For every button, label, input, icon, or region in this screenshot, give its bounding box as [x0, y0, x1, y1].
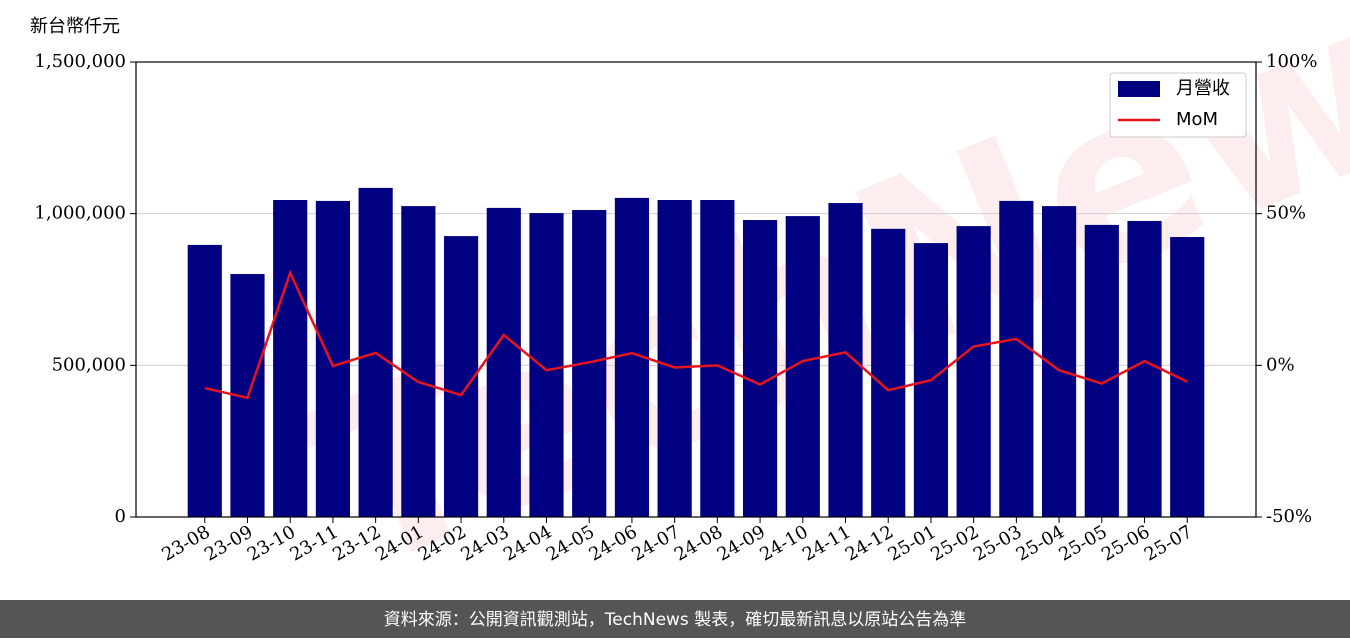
x-tick-label: 25-05 — [1055, 521, 1110, 565]
x-tick-label: 24-11 — [799, 521, 854, 565]
x-tick-label: 23-09 — [201, 521, 256, 565]
x-tick-label: 24-12 — [842, 521, 897, 565]
x-tick-label: 24-09 — [714, 521, 769, 565]
x-tick-label: 24-10 — [756, 521, 811, 565]
legend-swatch — [1118, 81, 1160, 97]
footer: 資料來源：公開資訊觀測站，TechNews 製表，確切最新訊息以原站公告為準 — [384, 610, 966, 630]
bar — [529, 213, 564, 517]
x-tick-label: 23-08 — [158, 521, 213, 565]
bar — [742, 220, 778, 517]
bar — [1127, 220, 1162, 518]
bar — [700, 200, 735, 517]
y2-tick-label: 0% — [1266, 354, 1295, 375]
y-axis-label: 新台幣仟元 — [30, 16, 120, 37]
bar — [187, 244, 222, 517]
y-tick-label: 500,000 — [52, 354, 126, 375]
x-tick-label: 24-08 — [671, 521, 726, 565]
bar — [443, 236, 479, 517]
x-tick-label: 23-11 — [286, 521, 341, 565]
x-tick-label: 23-10 — [244, 521, 299, 565]
x-tick-label: 25-07 — [1141, 521, 1196, 565]
y2-tick-label: 100% — [1266, 51, 1317, 72]
y-tick-label: 1,500,000 — [34, 51, 126, 72]
bar — [828, 203, 863, 518]
x-tick-label: 24-07 — [628, 521, 683, 565]
bar — [273, 200, 308, 517]
bar — [401, 206, 436, 518]
x-tick-label: 25-03 — [970, 521, 1025, 565]
bar — [999, 200, 1034, 517]
x-tick-label: 25-04 — [1013, 521, 1068, 565]
bar — [1084, 224, 1119, 517]
y2-tick-label: -50% — [1266, 506, 1312, 527]
bar — [315, 200, 351, 517]
bar — [871, 228, 906, 518]
footer-bar — [0, 600, 1350, 638]
bar — [956, 226, 991, 517]
mom-line — [204, 269, 1188, 400]
y-tick-label: 0 — [115, 506, 126, 527]
legend-label: 月營收 — [1176, 78, 1230, 99]
plot-frame — [135, 61, 1257, 518]
y-tick-label: 1,000,000 — [34, 203, 126, 224]
bar — [657, 200, 692, 517]
x-tick-label: 25-06 — [1098, 521, 1153, 565]
y2-tick-label: 50% — [1266, 203, 1306, 224]
x-tick-label: 25-01 — [884, 521, 939, 565]
legend-label: MoM — [1176, 109, 1218, 130]
x-tick-label: 25-02 — [927, 521, 982, 565]
bar — [486, 207, 521, 518]
